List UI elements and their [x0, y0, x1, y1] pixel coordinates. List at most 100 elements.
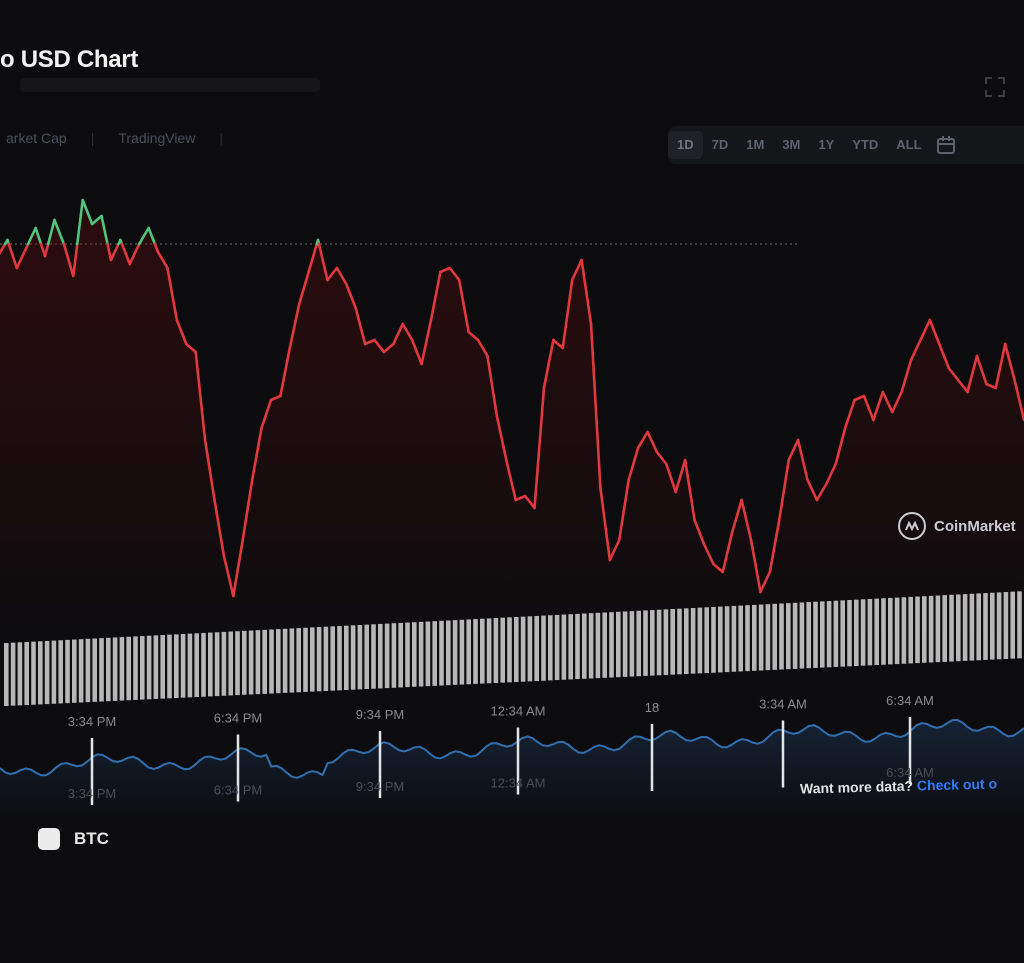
volume-bar: [405, 622, 410, 688]
range-button-ytd[interactable]: YTD: [852, 137, 879, 152]
price-segment: [825, 462, 838, 486]
volume-bar: [384, 623, 390, 689]
volume-bar: [378, 623, 383, 689]
volume-bar: [901, 597, 907, 664]
price-segment: [872, 390, 885, 422]
tab-tradingview[interactable]: TradingView: [118, 130, 196, 146]
volume-bar: [10, 642, 16, 706]
volume-bar: [609, 612, 614, 678]
fullscreen-icon[interactable]: [984, 76, 1006, 98]
brush-line: [0, 718, 1024, 779]
volume-bar: [799, 602, 805, 669]
legend-swatch-btc[interactable]: [38, 828, 60, 850]
price-segment: [966, 354, 979, 394]
volume-bar: [140, 636, 145, 700]
price-segment: [702, 542, 715, 566]
price-segment: [909, 338, 922, 362]
volume-bar: [310, 627, 315, 692]
price-segment: [373, 338, 386, 354]
volume-bar: [656, 609, 662, 676]
price-line: [0, 198, 1024, 598]
chart-tabs: arket Cap | TradingView |: [0, 128, 253, 148]
volume-bar: [330, 626, 335, 691]
price-area-fill: [0, 200, 1024, 640]
volume-bar: [724, 606, 730, 673]
x-tick-label: 3:34 PM: [68, 714, 116, 729]
volume-bar: [276, 629, 281, 694]
volume-bar: [174, 634, 179, 698]
price-segment: [749, 538, 762, 594]
volume-bar: [636, 610, 641, 677]
volume-bar: [684, 608, 689, 674]
price-segment: [420, 318, 433, 366]
price-segment: [147, 226, 157, 246]
volume-bar: [568, 614, 573, 680]
price-segment: [636, 430, 649, 450]
volume-bar: [833, 600, 839, 667]
price-segment: [260, 398, 273, 430]
price-segment: [890, 390, 903, 414]
price-segment: [768, 518, 781, 574]
tab-market-cap[interactable]: arket Cap: [6, 130, 67, 146]
range-button-all[interactable]: ALL: [896, 137, 922, 152]
volume-bar: [548, 615, 553, 681]
price-area: [0, 200, 1024, 640]
price-segment: [392, 322, 405, 346]
brush-tick-label: 6:34 PM: [214, 783, 262, 798]
volume-bar: [990, 592, 995, 660]
more-data-text: Want more data?: [799, 777, 914, 797]
price-segment: [787, 438, 800, 462]
price-segment: [120, 242, 132, 266]
range-button-3m[interactable]: 3M: [782, 137, 801, 152]
price-segment: [166, 266, 179, 322]
range-button-7d[interactable]: 7D: [711, 137, 729, 152]
range-button-1d[interactable]: 1D: [668, 131, 703, 159]
volume-bar: [214, 632, 220, 697]
price-segment: [523, 494, 536, 510]
volume-bar: [208, 632, 213, 697]
volume-bar: [38, 641, 43, 705]
volume-bar: [575, 613, 580, 680]
volume-bar: [752, 604, 757, 671]
range-brush[interactable]: [0, 717, 1024, 820]
volume-bar: [316, 627, 322, 692]
volume-bar: [840, 600, 845, 667]
price-segment: [250, 426, 263, 482]
volume-bar: [255, 630, 261, 695]
volume-bar: [92, 638, 97, 702]
volume-bar: [439, 620, 444, 686]
volume-bar: [738, 605, 743, 672]
volume-bar: [4, 643, 9, 706]
x-tick-label: 12:34 AM: [491, 704, 546, 719]
volume-bar: [78, 639, 84, 703]
x-tick-label: 18: [645, 700, 659, 715]
volume-bar: [1003, 592, 1009, 659]
price-segment: [297, 270, 310, 306]
price-segment: [947, 366, 960, 382]
calendar-icon[interactable]: [935, 134, 957, 156]
price-segment: [81, 198, 94, 226]
volume-bar: [677, 608, 682, 675]
volume-bar: [350, 625, 356, 690]
volume-bar: [412, 622, 417, 687]
brush-tick-label: 3:34 PM: [68, 786, 116, 801]
volume-bar: [72, 639, 77, 703]
range-button-1y[interactable]: 1Y: [818, 137, 835, 152]
volume-bar: [242, 630, 247, 695]
price-segment: [476, 338, 489, 358]
volume-bar: [282, 628, 288, 693]
volume-bar: [371, 624, 376, 689]
price-segment: [156, 250, 169, 270]
price-segment: [777, 458, 790, 522]
volume-bar: [881, 598, 886, 665]
volume-bar: [31, 641, 36, 705]
price-segment: [533, 386, 546, 510]
range-button-1m[interactable]: 1M: [746, 137, 765, 152]
x-tick-label: 9:34 PM: [356, 707, 404, 722]
price-segment: [401, 322, 414, 342]
more-data-link[interactable]: Check out o: [916, 775, 998, 794]
price-segment: [467, 330, 480, 342]
watermark: CoinMarket: [898, 512, 1016, 540]
volume-bar: [1010, 591, 1015, 659]
